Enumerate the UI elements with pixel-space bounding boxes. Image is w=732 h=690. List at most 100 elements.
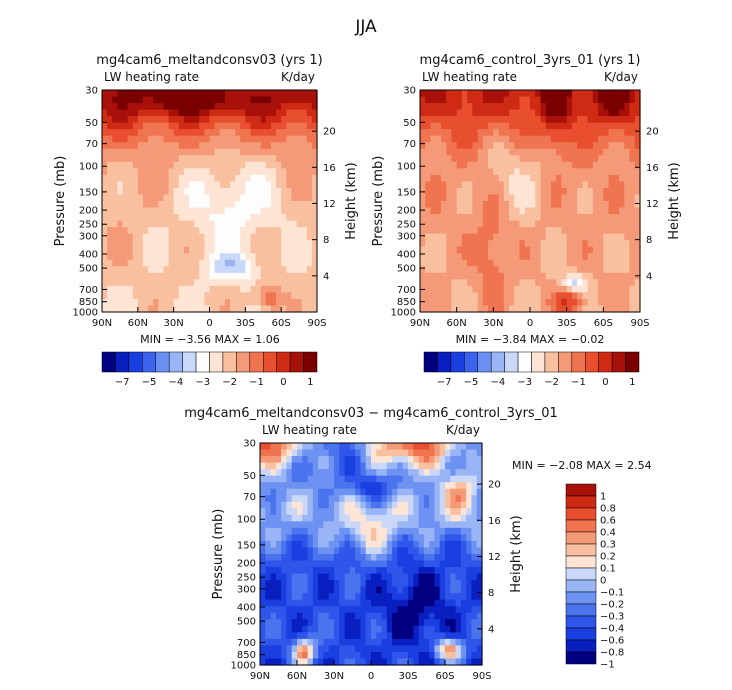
panel3-contour-cell [318,547,325,555]
panel3-contour-cell [260,514,266,522]
panel2-contour-cell [624,142,631,150]
panel2-contour-cell [535,246,542,254]
panel2-contour-cell [613,187,620,196]
panel1-contour-cell [209,259,216,267]
panel2-contour-cell [619,220,625,228]
panel1-contour-cell [209,168,216,176]
panel1-contour-cell [127,194,134,202]
panel3-contour-cell [413,443,420,451]
panel-control: mg4cam6_control_3yrs_01 (yrs 1)LW heatin… [371,53,682,388]
panel3-contour-cell [334,521,340,529]
panel3-contour-cell [423,658,430,666]
panel2-contour-cell [425,90,432,98]
panel2-contour-cell [566,181,573,189]
panel1-contour-cell [158,227,165,235]
panel3-contour-cell [339,462,346,470]
panel3-contour-cell [270,514,277,522]
panel2-contour-cell [535,253,542,261]
panel3-contour-cell [429,462,436,470]
panel1-contour-cell [311,285,318,294]
panel1-contour-cell [240,155,246,163]
panel2-contour-cell [598,129,604,137]
panel3-contour-cell [450,462,457,470]
panel3-contour-cell [328,606,335,614]
panel1-contour-cell [153,90,159,98]
panel2-contour-cell [598,116,604,124]
panel1-contour-cell [265,103,272,111]
panel1-contour-cell [286,240,293,248]
panel2-contour-cell [420,207,426,215]
panel3-contour-cell [418,599,425,607]
panel2-contour-cell [624,298,631,307]
panel1-contour-cell [178,135,185,143]
panel3-ytick-label: 500 [237,617,256,628]
panel2-contour-cell [498,135,505,143]
panel1-contour-cell [311,103,318,111]
panel3-contour-cell [376,580,383,588]
panel3-contour-cell [328,508,335,516]
panel1-contour-cell [306,246,313,254]
panel3-ytick-label: 850 [237,650,256,661]
panel1-contour-cell [260,285,267,294]
panel1-contour-cell [296,266,303,274]
panel2-contour-cell [634,207,641,215]
panel1-contour-cell [137,240,144,248]
panel1-contour-cell [137,201,144,209]
panel1-contour-cell [122,96,129,104]
panel2-contour-cell [435,227,442,235]
panel2-contour-cell [566,266,573,274]
panel2-contour-cell [514,109,521,117]
panel2-contour-cell [430,298,437,307]
panel3-ytick-label: 250 [237,573,256,584]
panel2-contour-cell [571,109,578,117]
panel3-contour-cell [434,638,441,647]
panel1-contour-cell [311,109,318,117]
panel2-contour-cell [503,285,510,294]
panel1-contour-cell [311,194,318,202]
panel2-contour-cell [624,201,631,209]
panel2-contour-cell [582,142,589,150]
panel2-contour-cell [420,279,426,287]
panel3-contour-cell [281,651,288,660]
panel2-contour-cell [425,142,432,150]
panel1-contour-cell [168,96,175,104]
panel1-contour-cell [301,181,308,189]
panel2-contour-cell [461,116,468,124]
panel1-contour-cell [158,90,165,98]
panel3-contour-cell [386,488,393,496]
panel2-contour-cell [467,142,473,150]
panel1-contour-cell [245,227,252,235]
panel1-contour-cell [148,240,154,248]
panel3-contour-cell [328,645,335,653]
panel3-contour-cell [381,514,388,522]
panel1-contour-cell [265,240,272,248]
panel1-contour-cell [117,240,124,248]
panel2-contour-cell [461,292,468,300]
panel3-contour-cell [450,469,457,477]
panel3-contour-cell [312,469,319,477]
panel3-contour-cell [413,612,420,620]
panel2-contour-cell [430,103,437,111]
panel2-contour-cell [603,298,610,307]
panel3-contour-cell [270,443,277,451]
panel3-contour-cell [334,495,340,503]
panel2-contour-cell [582,103,589,111]
panel1-contour-cell [291,285,298,294]
panel2-contour-cell [420,122,426,130]
panel1-contour-cell [122,174,129,183]
panel1-contour-cell [281,279,287,287]
panel1-contour-cell [199,266,205,274]
panel2-contour-cell [619,161,625,169]
panel3-contour-cell [318,560,325,568]
panel1-contour-cell [183,233,190,241]
panel3-contour-cell [429,514,436,522]
panel3-contour-cell [386,554,393,562]
panel2-contour-cell [530,194,536,202]
panel1-contour-cell [127,246,134,254]
panel3-contour-cell [323,580,330,588]
panel2-contour-cell [456,109,463,117]
panel2-contour-cell [446,187,453,196]
panel3-contour-cell [286,612,293,620]
panel2-contour-cell [461,187,468,196]
panel2-contour-cell [587,298,594,307]
